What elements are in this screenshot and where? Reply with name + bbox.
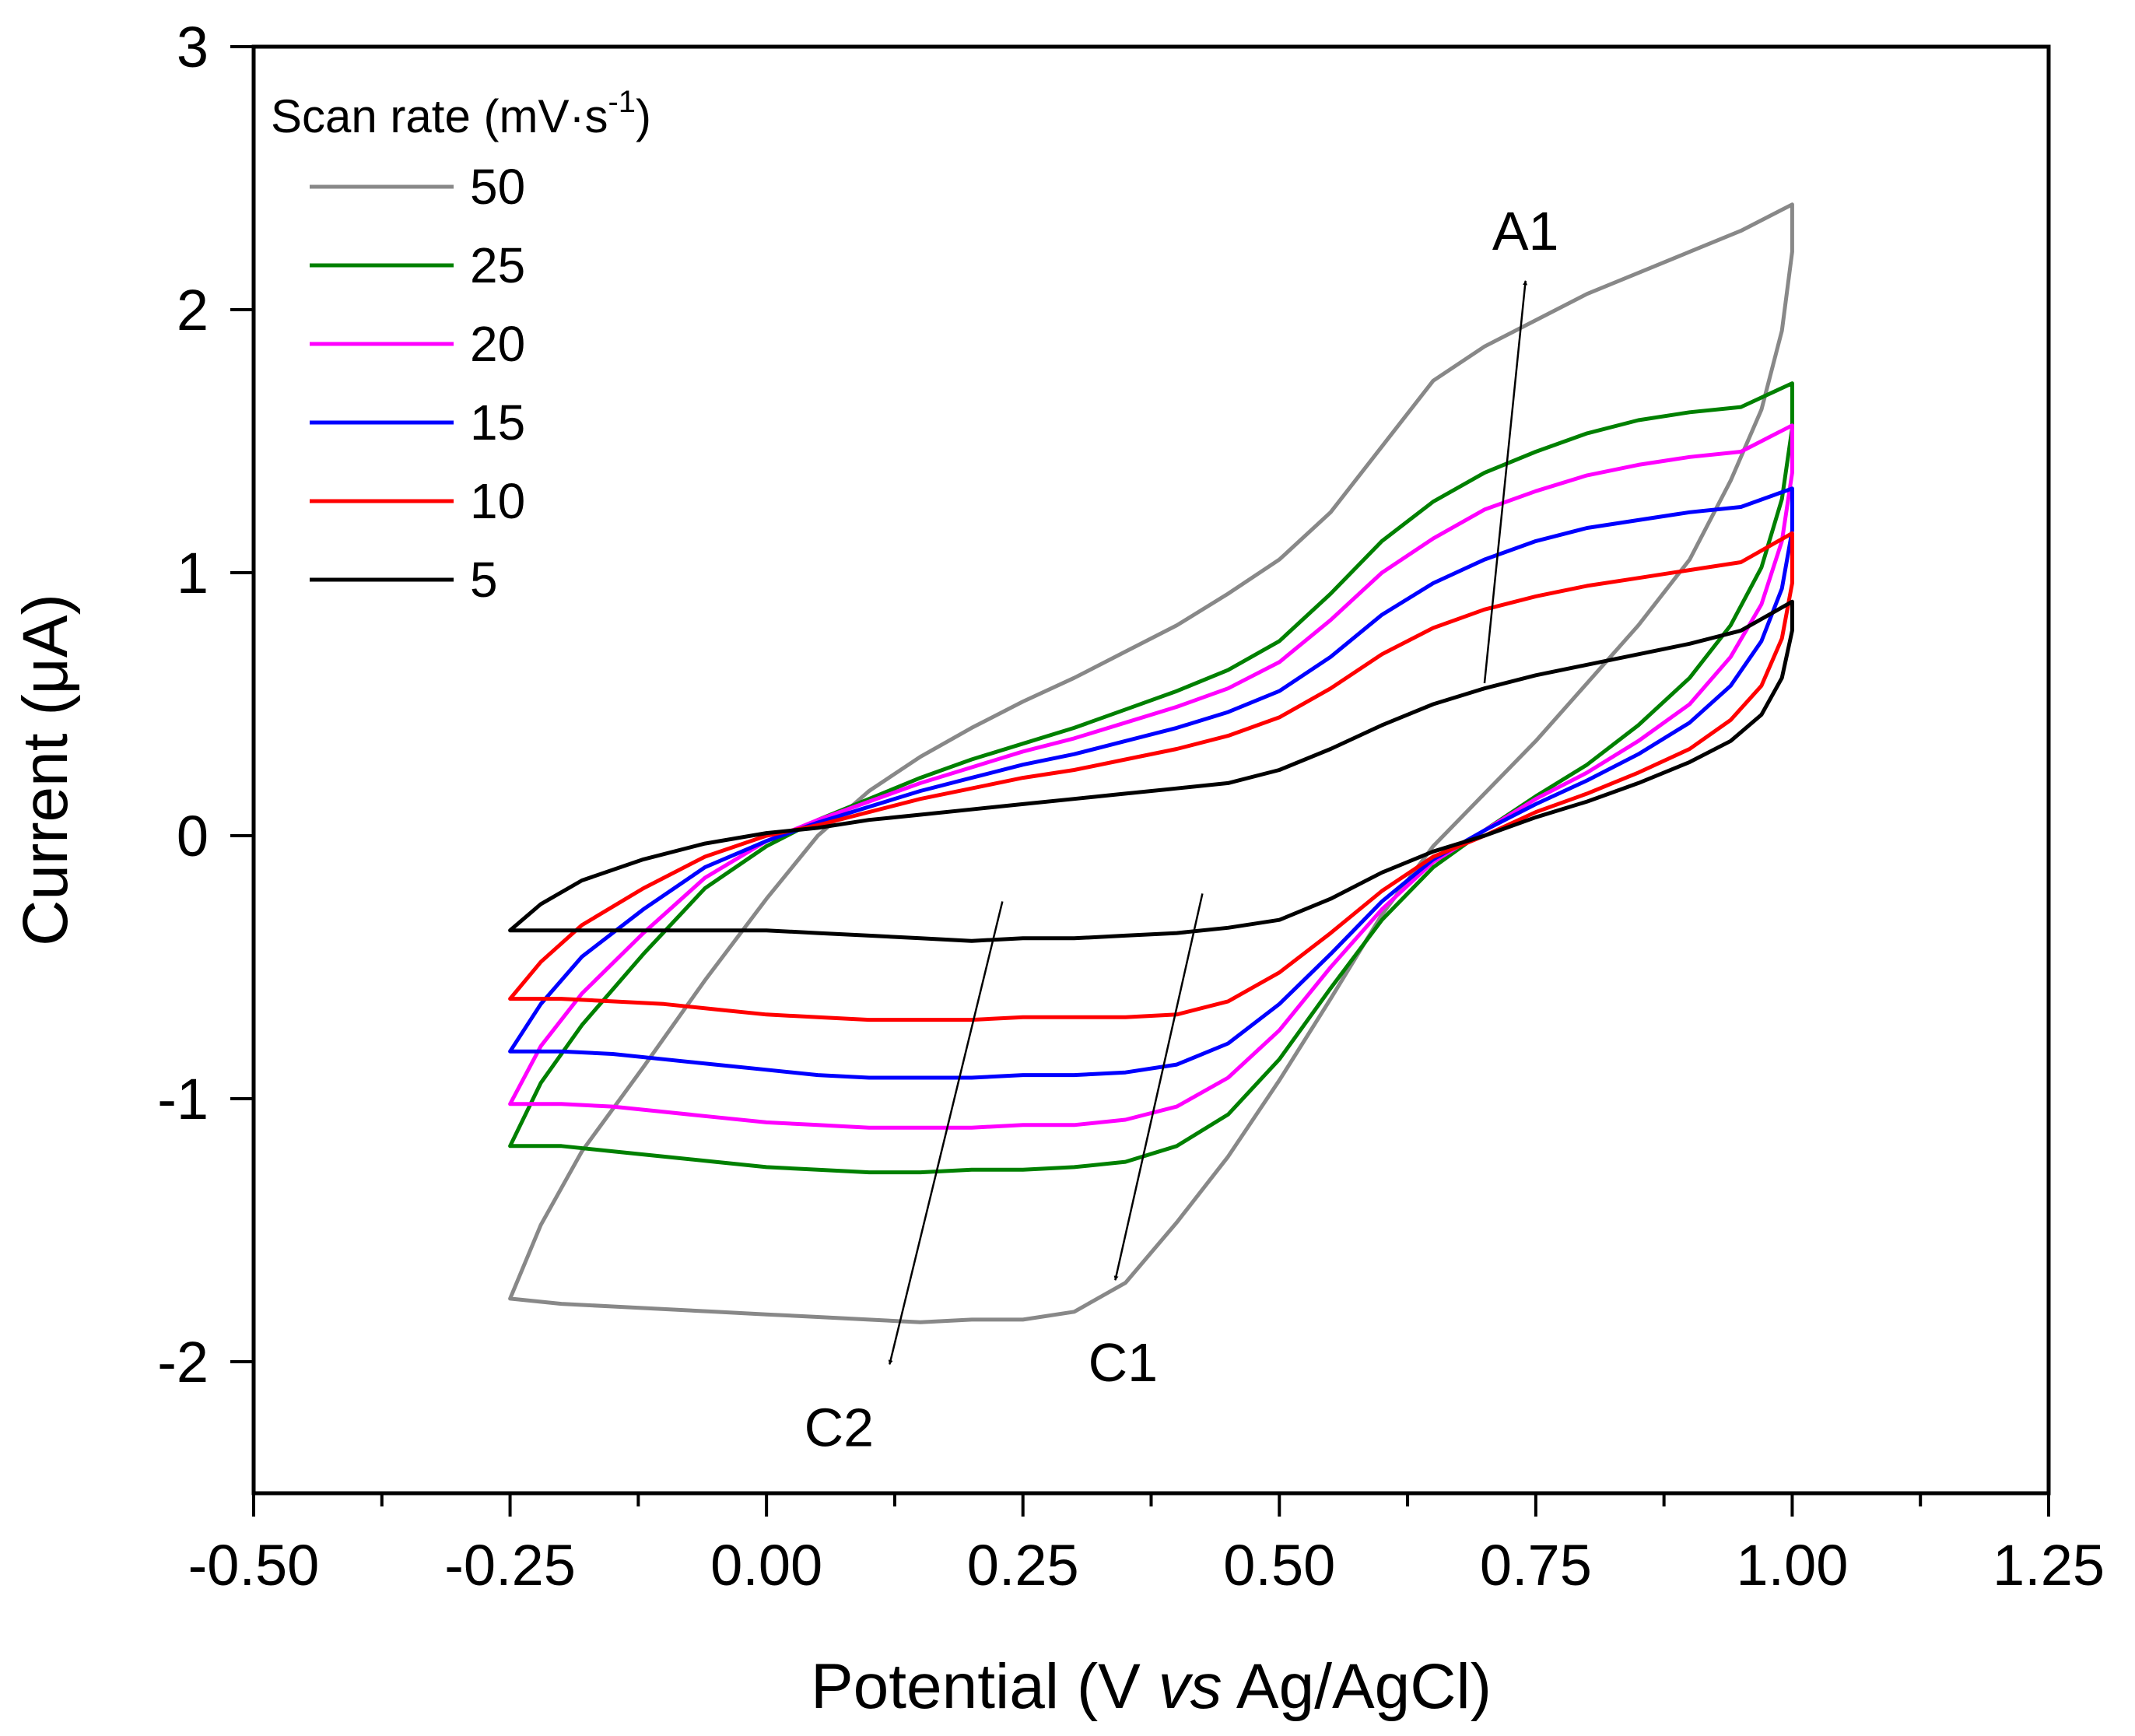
annotations: A1 C1 C2 [805,201,1559,1458]
y-tick-label: 0 [177,804,209,868]
x-tick-label: 0.75 [1480,1533,1592,1597]
series-line-50-mv-s [508,202,1794,1324]
y-tick-label: 1 [177,541,209,605]
x-axis-title-pre: Potential (V [811,1651,1159,1722]
series-line-25-mv-s [508,381,1794,1175]
x-tick-label: 1.00 [1736,1533,1848,1597]
series-layer [508,202,1794,1324]
legend-items: 50 25 20 15 10 5 [310,159,525,608]
series-line-10-mv-s [508,531,1794,1022]
legend: Scan rate (mV·s-1) 50 25 20 15 10 5 [271,85,651,608]
legend-title: Scan rate (mV·s-1) [271,85,651,142]
legend-title-sup: -1 [608,85,636,119]
series-line-20-mv-s [508,423,1794,1130]
x-tick-label: -0.25 [444,1533,576,1597]
x-tick-label: 1.25 [1993,1533,2105,1597]
legend-title-main: Scan rate (mV·s [271,90,608,142]
x-tick-label: 0.00 [710,1533,822,1597]
legend-label-20: 20 [470,316,525,372]
y-tick-label: 2 [177,278,209,342]
axis-tick-labels: -0.50 -0.25 0.00 0.25 0.50 0.75 1.00 1.25 -2 -1 0 1… [157,15,2105,1597]
y-axis-title: Current (μA) [10,594,81,946]
legend-label-15: 15 [470,395,525,451]
legend-label-10: 10 [470,473,525,529]
annotation-arrow-a1 [1483,280,1528,684]
x-axis-title-italic: vs [1159,1651,1222,1722]
legend-title-end: ) [636,90,651,142]
y-tick-label: -2 [157,1330,209,1394]
annotation-label-c2: C2 [805,1397,874,1457]
x-tick-label: 0.25 [967,1533,1079,1597]
series-line-15-mv-s [508,486,1794,1080]
annotation-arrow-c2 [888,901,1004,1365]
series-line-5-mv-s [508,599,1794,943]
x-axis-title: Potential (V vs Ag/AgCl) [811,1651,1492,1722]
annotation-arrow-c1 [1113,893,1204,1281]
annotation-label-a1: A1 [1492,201,1559,261]
legend-label-5: 5 [470,552,498,608]
annotation-label-c1: C1 [1089,1332,1158,1393]
legend-label-50: 50 [470,159,525,215]
legend-label-25: 25 [470,237,525,293]
x-tick-label: -0.50 [188,1533,320,1597]
x-axis-title-post: Ag/AgCl) [1222,1651,1492,1722]
y-tick-label: 3 [177,15,209,79]
x-tick-label: 0.50 [1223,1533,1335,1597]
axis-ticks [230,45,2050,1517]
y-tick-label: -1 [157,1067,209,1131]
